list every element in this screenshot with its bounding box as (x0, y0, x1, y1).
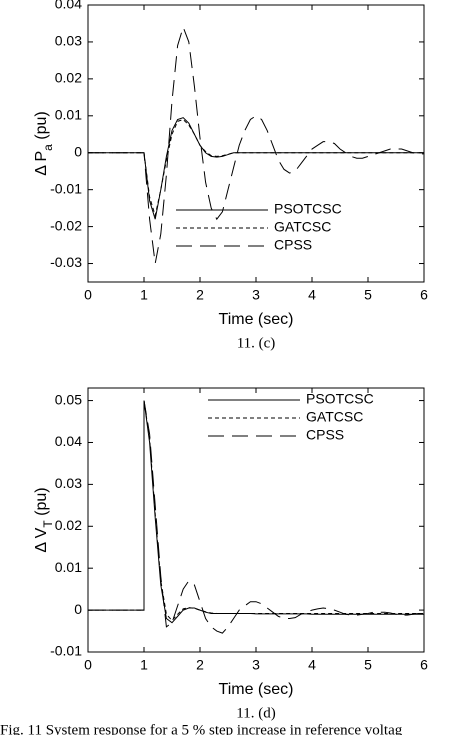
series-line (88, 25, 424, 264)
series-line (88, 400, 424, 622)
y-tick-label: 0.01 (55, 107, 82, 123)
y-tick-label: 0.04 (55, 433, 82, 449)
x-tick-label: 0 (84, 657, 92, 673)
legend-label: GATCSC (274, 219, 331, 235)
x-tick-label: 2 (196, 287, 204, 303)
x-tick-label: 3 (252, 657, 260, 673)
y-tick-label: 0 (74, 601, 82, 617)
caption: 11. (c) (237, 335, 276, 351)
legend-label: GATCSC (306, 409, 363, 425)
y-axis-label-part: (pu) (33, 111, 50, 144)
y-tick-label: 0 (74, 143, 82, 159)
x-tick-label: 5 (364, 657, 372, 673)
y-tick-label: -0.02 (50, 217, 82, 233)
y-axis-label-part: (pu) (33, 487, 50, 520)
x-tick-label: 1 (140, 657, 148, 673)
y-tick-label: -0.03 (50, 254, 82, 270)
legend-label: PSOTCSC (306, 391, 374, 407)
y-axis-label: Δ Pa (pu) (33, 111, 55, 176)
y-axis-label-part: a (41, 144, 55, 151)
y-tick-label: -0.01 (50, 643, 82, 659)
y-tick-label: -0.01 (50, 180, 82, 196)
legend-label: CPSS (274, 237, 312, 253)
x-tick-label: 0 (84, 287, 92, 303)
x-axis-label: Time (sec) (219, 311, 294, 328)
y-tick-label: 0.05 (55, 391, 82, 407)
y-tick-label: 0.03 (55, 33, 82, 49)
legend-label: PSOTCSC (274, 201, 342, 217)
plot-frame (87, 4, 425, 283)
x-tick-label: 4 (308, 287, 316, 303)
y-tick-label: 0.04 (55, 0, 82, 12)
x-tick-label: 3 (252, 287, 260, 303)
figure-caption: Fig. 11 System response for a 5 % step i… (0, 722, 403, 735)
x-tick-label: 6 (420, 287, 428, 303)
plot-frame (87, 387, 425, 653)
y-axis-label: Δ VT (pu) (33, 487, 55, 552)
x-tick-label: 5 (364, 287, 372, 303)
y-tick-label: 0.01 (55, 559, 82, 575)
x-tick-label: 6 (420, 657, 428, 673)
x-tick-label: 2 (196, 657, 204, 673)
x-tick-label: 4 (308, 657, 316, 673)
y-axis-label-part: Δ V (33, 527, 50, 552)
x-axis-label: Time (sec) (219, 681, 294, 698)
series-line (88, 400, 424, 624)
series-line (88, 118, 424, 218)
y-tick-label: 0.02 (55, 70, 82, 86)
y-axis-label-part: Δ P (33, 151, 50, 176)
legend-label: CPSS (306, 427, 344, 443)
caption: 11. (d) (236, 705, 275, 721)
y-tick-label: 0.03 (55, 475, 82, 491)
series-line (88, 117, 424, 220)
y-tick-label: 0.02 (55, 517, 82, 533)
x-tick-label: 1 (140, 287, 148, 303)
y-axis-label-part: T (41, 520, 55, 528)
series-line (88, 400, 424, 634)
